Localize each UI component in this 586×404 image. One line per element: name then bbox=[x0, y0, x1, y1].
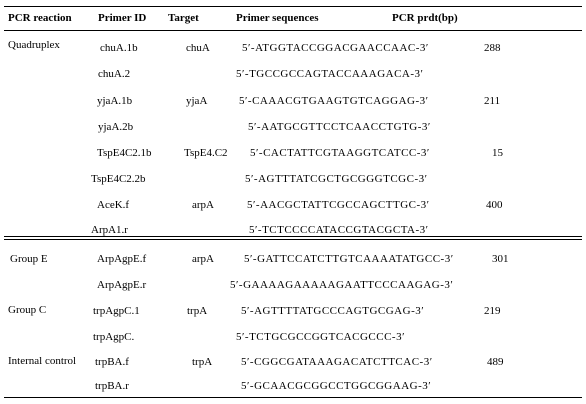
primer-id-cell: TspE4C2.1b bbox=[97, 147, 152, 159]
primer-id-cell: chuA.1b bbox=[100, 42, 138, 54]
bottom-rule bbox=[4, 397, 582, 398]
primer-sequence-cell: 5′-AATGCGTTCCTCAACCTGTG-3′ bbox=[248, 121, 431, 133]
target-cell: trpA bbox=[192, 356, 213, 368]
target-cell: arpA bbox=[192, 199, 214, 211]
primer-id-cell: ArpAgpE.r bbox=[97, 279, 147, 291]
primer-id-cell: trpAgpC.1 bbox=[93, 305, 140, 317]
primer-id-cell: AceK.f bbox=[97, 199, 130, 211]
group-label-group-e: Group E bbox=[10, 253, 48, 265]
primer-sequence-cell: 5′-ATGGTACCGGACGAACCAAC-3′ bbox=[242, 42, 429, 54]
group-label-quadruplex: Quadruplex bbox=[8, 39, 60, 51]
target-cell: yjaA bbox=[186, 95, 208, 107]
product-size-cell: 211 bbox=[484, 95, 501, 107]
group-label-internal-control: Internal control bbox=[8, 355, 77, 367]
primer-id-cell: ArpAgpE.f bbox=[97, 253, 147, 265]
product-size-cell: 15 bbox=[492, 147, 503, 159]
header-pcr-product: PCR prdt(bp) bbox=[392, 12, 458, 24]
target-cell: chuA bbox=[186, 42, 210, 54]
primer-id-cell: trpAgpC. bbox=[93, 331, 135, 343]
target-cell: arpA bbox=[192, 253, 214, 265]
primer-sequence-cell: 5′-TGCCGCCAGTACCAAAGACA-3′ bbox=[236, 68, 424, 80]
primer-sequence-cell: 5′-CAAACGTGAAGTGTCAGGAG-3′ bbox=[239, 95, 429, 107]
header-primer-sequences: Primer sequences bbox=[236, 12, 319, 24]
primer-id-cell: trpBA.r bbox=[95, 380, 129, 392]
target-cell: trpA bbox=[187, 305, 208, 317]
primer-sequence-cell: 5′-CGGCGATAAAGACATCTTCAC-3′ bbox=[241, 356, 433, 368]
target-cell: TspE4.C2 bbox=[184, 147, 228, 159]
header-bottom-rule bbox=[4, 30, 582, 31]
primer-sequence-cell: 5′-TCTCCCCATACCGTACGCTA-3′ bbox=[249, 224, 429, 236]
header-target: Target bbox=[168, 12, 199, 24]
group-label-group-c: Group C bbox=[8, 304, 47, 316]
product-size-cell: 489 bbox=[487, 356, 504, 368]
primer-sequence-cell: 5′-AACGCTATTCGCCAGCTTGC-3′ bbox=[247, 199, 430, 211]
group-separator-rule bbox=[4, 236, 582, 240]
primer-id-cell: ArpA1.r bbox=[91, 224, 128, 236]
product-size-cell: 219 bbox=[484, 305, 501, 317]
primer-id-cell: yjaA.1b bbox=[97, 95, 133, 107]
primer-sequence-cell: 5′-TCTGCGCCGGTCACGCCC-3′ bbox=[236, 331, 405, 343]
primer-sequence-cell: 5′-AGTTTTATGCCCAGTGCGAG-3′ bbox=[241, 305, 425, 317]
product-size-cell: 288 bbox=[484, 42, 501, 54]
primer-id-cell: TspE4C2.2b bbox=[91, 173, 146, 185]
primer-sequence-cell: 5′-CACTATTCGTAAGGTCATCC-3′ bbox=[250, 147, 430, 159]
primer-sequence-cell: 5′-AGTTTATCGCTGCGGGTCGC-3′ bbox=[245, 173, 428, 185]
primer-id-cell: chuA.2 bbox=[98, 68, 131, 80]
primer-id-cell: yjaA.2b bbox=[98, 121, 134, 133]
primer-sequence-cell: 5′-GATTCCATCTTGTCAAAATATGCC-3′ bbox=[244, 253, 454, 265]
top-rule bbox=[4, 6, 582, 7]
product-size-cell: 301 bbox=[492, 253, 509, 265]
header-pcr-reaction: PCR reaction bbox=[8, 12, 72, 24]
header-primer-id: Primer ID bbox=[98, 12, 147, 24]
primer-sequence-cell: 5′-GCAACGCGGCCTGGCGGAAG-3′ bbox=[241, 380, 432, 392]
product-size-cell: 400 bbox=[486, 199, 503, 211]
primer-sequence-cell: 5′-GAAAAGAAAAAGAATTCCCAAGAG-3′ bbox=[230, 279, 454, 291]
primer-id-cell: trpBA.f bbox=[95, 356, 129, 368]
